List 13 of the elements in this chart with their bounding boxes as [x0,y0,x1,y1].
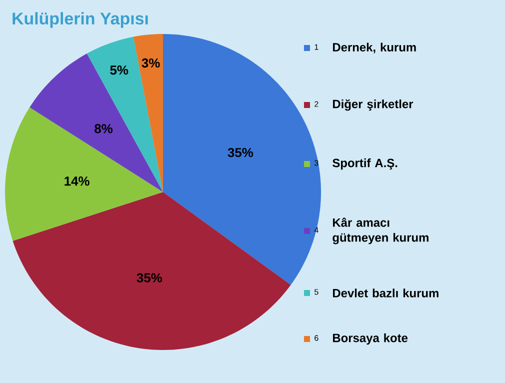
legend-label: Sportif A.Ş. [332,158,398,170]
legend-label: Devlet bazlı kurum [333,288,438,298]
legend-label: Kâr amacı gütmeyen kurum [332,218,428,244]
data-label: 14% [64,176,90,186]
legend-label: Borsaya kote [333,333,408,345]
data-label: 5% [110,66,128,75]
legend-label: Dernek, kurum [333,42,416,54]
legend-label: Diğer şirketler [333,99,414,111]
chart-title: Kulüplerin Yapısı [12,12,148,28]
data-label: 35% [228,148,254,158]
data-label: 3% [142,58,160,68]
data-label: 35% [136,273,162,282]
data-label: 8% [94,124,113,134]
